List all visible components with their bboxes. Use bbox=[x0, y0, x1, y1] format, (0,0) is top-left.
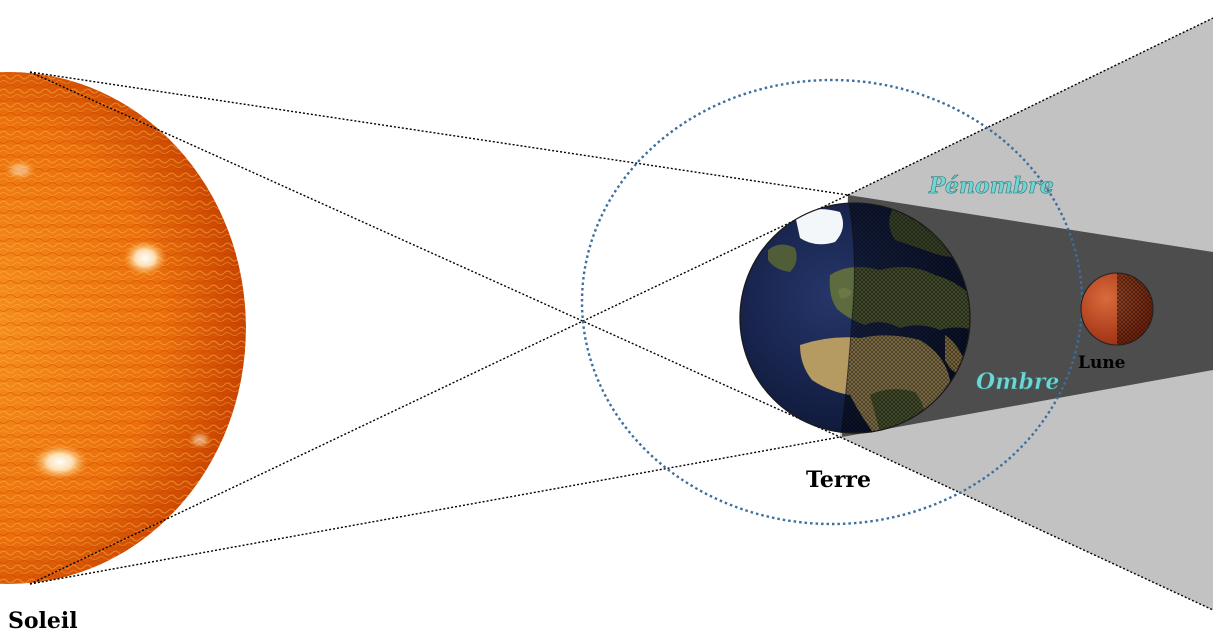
light-rays bbox=[29, 71, 849, 585]
penumbra-label: Pénombre bbox=[928, 173, 1054, 199]
moon-label: Lune bbox=[1078, 353, 1126, 373]
penumbra-edge-bottom bbox=[839, 436, 1213, 611]
umbra-label: Ombre bbox=[976, 369, 1059, 395]
moon bbox=[1080, 272, 1154, 346]
sun-label: Soleil bbox=[8, 608, 78, 632]
sun bbox=[0, 72, 246, 584]
earth-label: Terre bbox=[806, 467, 871, 493]
